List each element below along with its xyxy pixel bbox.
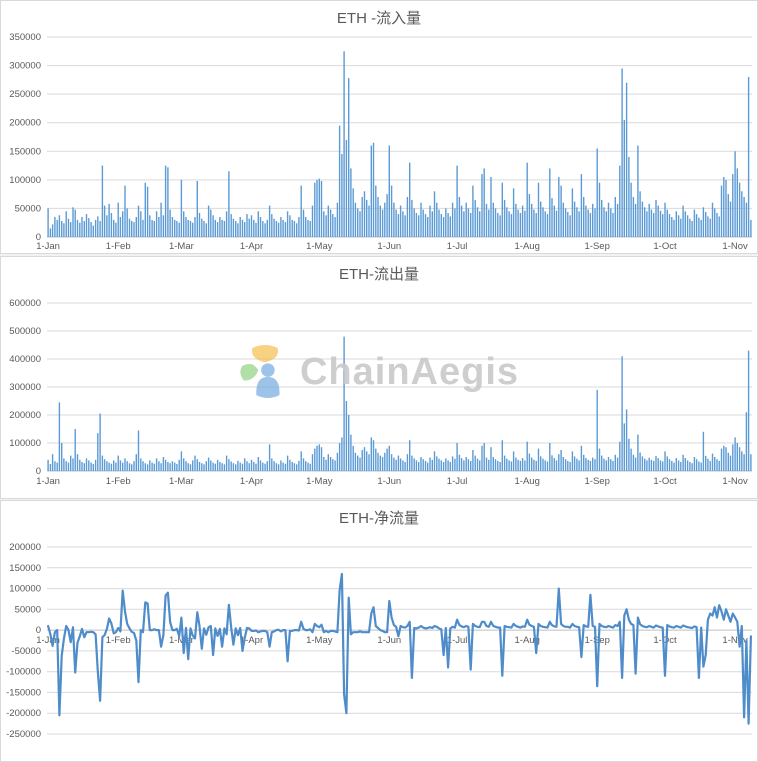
svg-text:600000: 600000 xyxy=(9,298,41,309)
chart-title-netflow: ETH-净流量 xyxy=(339,510,419,527)
svg-text:1-Jul: 1-Jul xyxy=(447,241,468,252)
outflow-bar-chart: 0 100000 200000 300000 400000 500000 600000 1-J… xyxy=(9,298,752,487)
svg-text:1-Nov: 1-Nov xyxy=(722,635,748,646)
svg-text:1-Jun: 1-Jun xyxy=(377,476,401,487)
netflow-line-chart: -250000 -200000 -150000 -100000 -50000 0 50000… xyxy=(6,542,753,740)
svg-text:150000: 150000 xyxy=(9,563,41,574)
svg-text:250000: 250000 xyxy=(9,89,41,100)
svg-text:-200000: -200000 xyxy=(6,708,41,719)
svg-text:50000: 50000 xyxy=(15,604,41,615)
inflow-bar-chart: 0 50000 100000 150000 200000 250000 300000 3500… xyxy=(9,32,752,252)
svg-text:1-Jun: 1-Jun xyxy=(377,241,401,252)
svg-text:0: 0 xyxy=(36,466,41,477)
svg-text:1-Aug: 1-Aug xyxy=(515,241,540,252)
chart-panel-eth-inflow: ETH -流入量 0 50000 100000 150000 200000 250000 3… xyxy=(0,0,758,254)
svg-text:1-May: 1-May xyxy=(306,635,333,646)
svg-text:1-Jun: 1-Jun xyxy=(377,635,401,646)
svg-text:1-Jul: 1-Jul xyxy=(447,635,468,646)
svg-text:1-Jan: 1-Jan xyxy=(36,241,60,252)
svg-text:1-Apr: 1-Apr xyxy=(240,241,263,252)
svg-text:1-Nov: 1-Nov xyxy=(722,241,748,252)
svg-text:1-Jul: 1-Jul xyxy=(447,476,468,487)
svg-text:1-Feb: 1-Feb xyxy=(106,635,131,646)
svg-text:1-Apr: 1-Apr xyxy=(240,476,263,487)
svg-text:-50000: -50000 xyxy=(11,646,41,657)
svg-text:1-Feb: 1-Feb xyxy=(106,241,131,252)
svg-text:350000: 350000 xyxy=(9,32,41,43)
svg-text:1-May: 1-May xyxy=(306,241,333,252)
svg-text:1-Nov: 1-Nov xyxy=(722,476,748,487)
svg-text:100000: 100000 xyxy=(9,175,41,186)
svg-text:200000: 200000 xyxy=(9,542,41,553)
svg-text:50000: 50000 xyxy=(15,203,41,214)
svg-text:1-Oct: 1-Oct xyxy=(653,241,677,252)
svg-text:300000: 300000 xyxy=(9,61,41,72)
svg-text:1-Jan: 1-Jan xyxy=(36,635,60,646)
svg-text:-150000: -150000 xyxy=(6,687,41,698)
svg-text:0: 0 xyxy=(36,625,41,636)
chart-panel-eth-netflow: ETH-净流量 -250000 -200000 -150000 -100000 -500… xyxy=(0,500,758,762)
svg-text:200000: 200000 xyxy=(9,118,41,129)
svg-text:1-Aug: 1-Aug xyxy=(515,476,540,487)
svg-text:1-Mar: 1-Mar xyxy=(169,476,194,487)
svg-text:0: 0 xyxy=(36,232,41,243)
svg-text:200000: 200000 xyxy=(9,410,41,421)
svg-text:300000: 300000 xyxy=(9,382,41,393)
svg-text:1-Apr: 1-Apr xyxy=(240,635,263,646)
chart-panel-eth-outflow: ETH-流出量 0 100000 200000 300000 400000 500000 6… xyxy=(0,256,758,499)
svg-text:100000: 100000 xyxy=(9,438,41,449)
svg-text:1-Sep: 1-Sep xyxy=(585,241,610,252)
svg-text:400000: 400000 xyxy=(9,354,41,365)
svg-text:500000: 500000 xyxy=(9,326,41,337)
svg-text:1-Sep: 1-Sep xyxy=(585,476,610,487)
svg-text:150000: 150000 xyxy=(9,146,41,157)
svg-text:1-Aug: 1-Aug xyxy=(515,635,540,646)
svg-text:1-Mar: 1-Mar xyxy=(169,635,194,646)
svg-text:1-Oct: 1-Oct xyxy=(653,476,677,487)
svg-text:-100000: -100000 xyxy=(6,667,41,678)
svg-text:1-May: 1-May xyxy=(306,476,333,487)
svg-text:1-Feb: 1-Feb xyxy=(106,476,131,487)
svg-text:1-Oct: 1-Oct xyxy=(653,635,677,646)
svg-text:1-Mar: 1-Mar xyxy=(169,241,194,252)
chart-title-inflow: ETH -流入量 xyxy=(336,10,422,27)
chart-title-outflow: ETH-流出量 xyxy=(339,266,419,283)
svg-text:100000: 100000 xyxy=(9,584,41,595)
svg-text:-250000: -250000 xyxy=(6,729,41,740)
svg-text:1-Jan: 1-Jan xyxy=(36,476,60,487)
svg-text:1-Sep: 1-Sep xyxy=(585,635,610,646)
